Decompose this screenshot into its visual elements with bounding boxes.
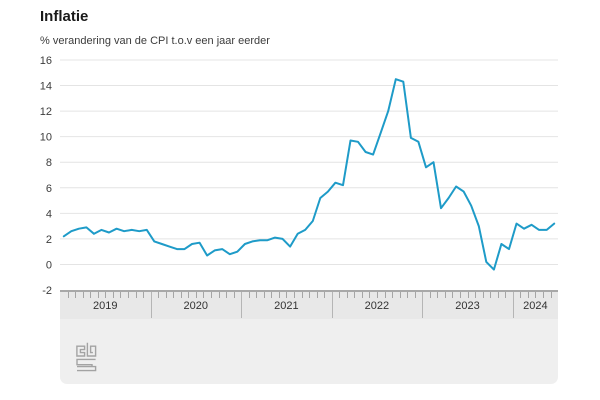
y-axis-labels: 16 14 12 10 8 6 4 2 0 -2	[40, 55, 52, 297]
month-tick	[278, 292, 280, 298]
month-tick	[158, 292, 160, 298]
x-axis-year-label: 2019	[93, 300, 118, 312]
year-separator	[512, 292, 514, 318]
month-tick	[354, 292, 356, 298]
x-axis-year-label: 2023	[455, 300, 480, 312]
month-tick	[475, 292, 476, 298]
month-tick	[286, 292, 288, 298]
cbs-logo-c	[76, 345, 86, 357]
month-tick	[263, 292, 265, 298]
y-axis-label: 16	[40, 55, 52, 67]
x-axis-panel: 2019 2020 2021 2022 2023 2024	[60, 290, 558, 384]
year-separator	[331, 292, 333, 318]
month-tick	[165, 292, 167, 298]
chart-subtitle: % verandering van de CPI t.o.v een jaar …	[40, 35, 270, 47]
month-tick	[226, 292, 227, 298]
year-separator	[150, 292, 152, 318]
month-tick	[361, 292, 363, 298]
cbs-logo	[76, 342, 97, 372]
month-tick	[444, 292, 446, 298]
month-tick	[112, 292, 114, 298]
month-tick	[407, 292, 409, 298]
month-tick	[143, 292, 144, 298]
year-separator	[422, 292, 424, 318]
x-axis-year-strip: 2019 2020 2021 2022 2023 2024	[60, 292, 558, 319]
y-axis-label: 2	[46, 234, 52, 246]
month-tick	[392, 292, 393, 298]
month-tick	[301, 292, 303, 298]
x-axis-year-label: 2024	[523, 300, 548, 312]
y-axis-label: 14	[40, 81, 52, 93]
x-axis-year-label: 2020	[183, 300, 209, 312]
x-axis-year-label: 2022	[364, 300, 390, 312]
gridlines	[60, 59, 558, 265]
y-axis-label: 12	[40, 106, 52, 118]
month-tick	[105, 292, 107, 298]
month-tick	[459, 292, 461, 298]
chart-title: Inflatie	[40, 8, 89, 25]
month-tick	[535, 292, 537, 298]
month-tick	[195, 292, 197, 298]
month-tick	[542, 292, 544, 298]
month-tick	[173, 292, 175, 298]
month-tick	[82, 292, 84, 298]
month-tick	[437, 292, 439, 298]
month-tick	[414, 292, 416, 298]
month-tick	[233, 292, 235, 298]
month-tick	[467, 292, 469, 298]
month-tick	[293, 292, 295, 298]
y-axis-label: 10	[40, 132, 52, 144]
month-tick	[256, 292, 258, 298]
cbs-logo-b	[86, 342, 97, 357]
month-tick	[67, 292, 69, 298]
month-tick	[482, 292, 484, 298]
month-tick	[384, 292, 386, 298]
month-tick	[339, 292, 341, 298]
year-separator	[241, 292, 243, 318]
month-tick	[248, 292, 250, 298]
month-tick	[520, 292, 522, 298]
inflation-line	[62, 78, 556, 271]
month-tick	[505, 292, 507, 298]
month-tick	[527, 292, 529, 298]
month-tick	[180, 292, 182, 298]
month-tick	[399, 292, 401, 298]
month-tick	[346, 292, 348, 298]
y-axis-label: 6	[46, 183, 52, 195]
month-tick	[127, 292, 129, 298]
y-axis-label: 4	[46, 208, 52, 220]
month-tick	[376, 292, 378, 298]
y-axis-label: 8	[46, 157, 52, 169]
month-tick	[97, 292, 99, 298]
month-tick	[309, 292, 310, 298]
month-tick	[497, 292, 499, 298]
x-axis-year-label: 2021	[274, 300, 299, 312]
month-tick	[218, 292, 220, 298]
month-tick	[316, 292, 318, 298]
month-tick	[203, 292, 205, 298]
cbs-logo-s	[76, 358, 97, 372]
month-tick	[429, 292, 431, 298]
y-axis-label: 0	[46, 259, 52, 271]
month-tick	[188, 292, 190, 298]
month-tick	[135, 292, 137, 298]
month-tick	[90, 292, 92, 298]
month-tick	[324, 292, 326, 298]
month-tick	[120, 292, 122, 298]
month-tick	[271, 292, 273, 298]
month-tick	[490, 292, 492, 298]
month-tick	[452, 292, 454, 298]
month-tick	[75, 292, 77, 298]
y-axis-label: -2	[42, 285, 52, 297]
month-tick	[369, 292, 371, 298]
month-tick	[550, 292, 552, 298]
month-tick	[210, 292, 212, 298]
